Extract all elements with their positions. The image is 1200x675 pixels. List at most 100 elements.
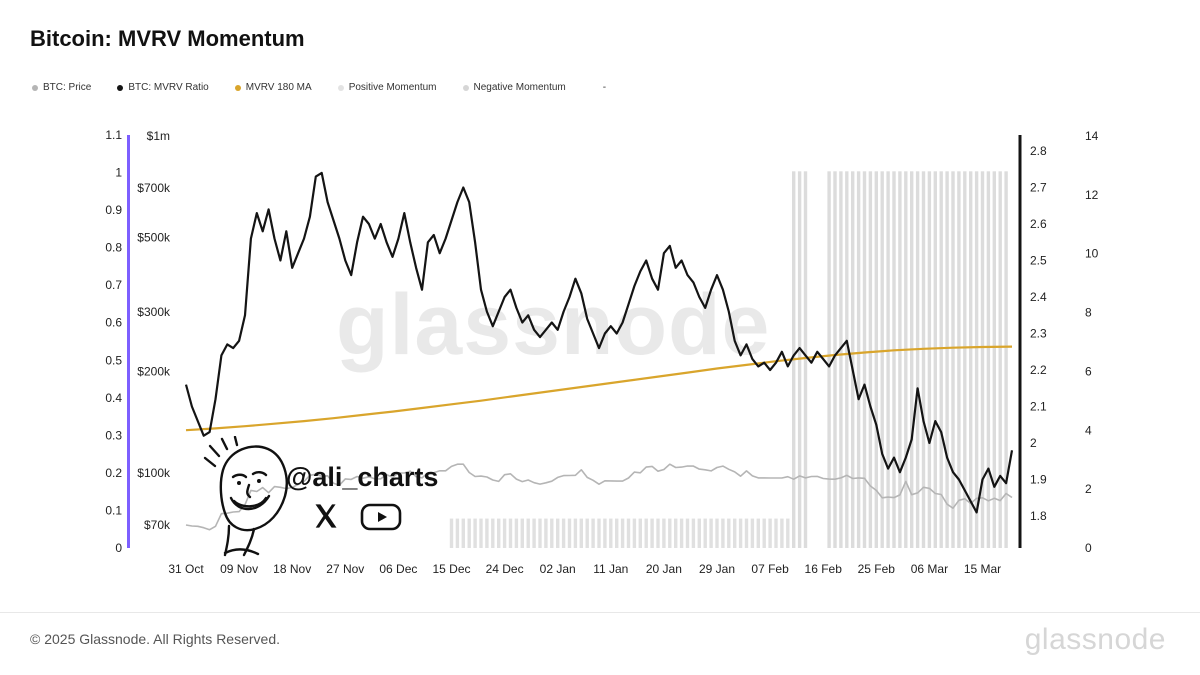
axis-tick-label: 6 <box>1085 364 1092 378</box>
positive-momentum-bar <box>561 518 566 548</box>
positive-momentum-bar <box>615 518 619 548</box>
negative-momentum-bar <box>856 171 861 549</box>
page-title: Bitcoin: MVRV Momentum <box>30 26 305 51</box>
positive-momentum-bar <box>603 518 607 548</box>
axis-tick-label: 2.3 <box>1030 327 1047 341</box>
youtube-icon[interactable] <box>360 502 402 532</box>
negative-momentum-bar <box>957 171 961 549</box>
positive-momentum-bar <box>744 518 749 548</box>
legend-label: BTC: Price <box>43 82 92 93</box>
axis-tick-label: 0.9 <box>105 203 122 217</box>
legend-dot <box>462 84 469 91</box>
axis-tick-label: 0.6 <box>105 316 122 330</box>
legend-label: Positive Momentum <box>348 82 437 93</box>
axis-tick-label: $100k <box>137 466 171 480</box>
positive-momentum-bar <box>697 518 701 548</box>
positive-momentum-bar <box>609 518 613 548</box>
legend-item-btc-price[interactable]: BTC: Price <box>32 82 91 93</box>
positive-momentum-bar <box>662 518 666 548</box>
legend-dot <box>337 84 344 91</box>
positive-momentum-bar <box>626 518 631 548</box>
negative-momentum-bar <box>992 171 996 549</box>
axis-tick-label: 2.2 <box>1030 363 1047 377</box>
legend-item-dash[interactable]: - <box>592 82 606 93</box>
axis-tick-label: 09 Nov <box>220 562 258 576</box>
positive-momentum-bar <box>491 518 495 548</box>
legend-item-positive-momentum[interactable]: Positive Momentum <box>337 82 437 93</box>
positive-momentum-bar <box>786 518 790 548</box>
axis-tick-label: 20 Jan <box>646 562 682 576</box>
legend-dot <box>117 84 124 91</box>
negative-momentum-bar <box>939 171 943 549</box>
positive-momentum-bar <box>780 518 784 548</box>
axis-tick-label: 24 Dec <box>486 562 524 576</box>
positive-momentum-bar <box>727 518 731 548</box>
axis-tick-label: 8 <box>1085 306 1092 320</box>
negative-momentum-bar <box>927 171 932 549</box>
negative-momentum-bar <box>974 171 979 549</box>
axis-tick-label: 27 Nov <box>326 562 364 576</box>
negative-momentum-bar <box>904 171 908 549</box>
positive-momentum-bar <box>774 518 778 548</box>
axis-tick-label: 2.1 <box>1030 400 1047 414</box>
negative-momentum-bar <box>963 171 967 549</box>
positive-momentum-bar <box>532 518 536 548</box>
axis-tick-label: 0 <box>1085 541 1092 555</box>
axis-tick-label: 12 <box>1085 188 1099 202</box>
positive-momentum-bar <box>620 518 625 548</box>
legend-item-mvrv-180ma[interactable]: MVRV 180 MA <box>234 82 312 93</box>
legend-dot <box>32 84 38 91</box>
positive-momentum-bar <box>762 518 766 548</box>
positive-momentum-bar <box>668 518 672 548</box>
axis-tick-label: 29 Jan <box>699 562 735 576</box>
legend-item-mvrv-ratio[interactable]: BTC: MVRV Ratio <box>117 82 209 93</box>
legend-dot <box>592 85 598 91</box>
legend-item-negative-momentum[interactable]: Negative Momentum <box>462 82 566 93</box>
negative-momentum-bar <box>915 171 920 549</box>
positive-momentum-bar <box>721 518 725 548</box>
axis-tick-label: 15 Dec <box>432 562 470 576</box>
ali-charts-handle: @ali_charts <box>286 462 439 492</box>
chart-legend: BTC: Price BTC: MVRV Ratio MVRV 180 MA P… <box>32 82 606 93</box>
negative-momentum-bar <box>986 171 991 549</box>
mvrv-ratio-line <box>184 171 1014 514</box>
axis-tick-label: $300k <box>137 305 171 319</box>
axis-tick-label: 0.4 <box>105 391 122 405</box>
positive-momentum-bar <box>591 518 595 548</box>
axis-tick-label: 07 Feb <box>751 562 789 576</box>
negative-momentum-bar <box>910 171 914 549</box>
mvrv-180ma-line <box>185 345 1013 432</box>
glassnode-footer-logo: glassnode <box>1024 623 1166 656</box>
x-twitter-icon[interactable] <box>312 502 340 530</box>
positive-momentum-bar <box>538 518 542 548</box>
axis-tick-label: $500k <box>137 230 171 244</box>
axis-tick-label: 25 Feb <box>858 562 896 576</box>
negative-momentum-bar <box>892 171 896 549</box>
positive-momentum-bar <box>756 518 760 548</box>
positive-momentum-bar <box>567 518 572 548</box>
negative-momentum-bar <box>862 171 867 549</box>
axis-tick-label: 2 <box>1030 436 1037 450</box>
axis-tick-label: 15 Mar <box>964 562 1001 576</box>
legend-label: MVRV 180 MA <box>245 82 312 93</box>
axis-tick-label: 2.8 <box>1030 144 1047 158</box>
negative-momentum-bar <box>1004 171 1008 549</box>
axis-tick-label: $1m <box>147 129 170 143</box>
axis-tick-label: 1.9 <box>1030 473 1047 487</box>
negative-momentum-bar <box>827 171 831 549</box>
positive-momentum-bar <box>455 518 460 548</box>
negative-momentum-bar <box>898 171 902 549</box>
axis-tick-label: 4 <box>1085 423 1092 437</box>
positive-momentum-bar <box>461 518 465 548</box>
negative-momentum-bar <box>886 171 890 549</box>
positive-momentum-bar <box>556 518 560 548</box>
axis-tick-label: 14 <box>1085 129 1099 143</box>
positive-momentum-bar <box>479 518 483 548</box>
axis-tick-label: 16 Feb <box>805 562 843 576</box>
negative-momentum-bar <box>851 171 855 549</box>
legend-dot <box>234 84 241 91</box>
axis-tick-label: $70k <box>144 518 171 532</box>
positive-momentum-bar <box>768 518 772 548</box>
